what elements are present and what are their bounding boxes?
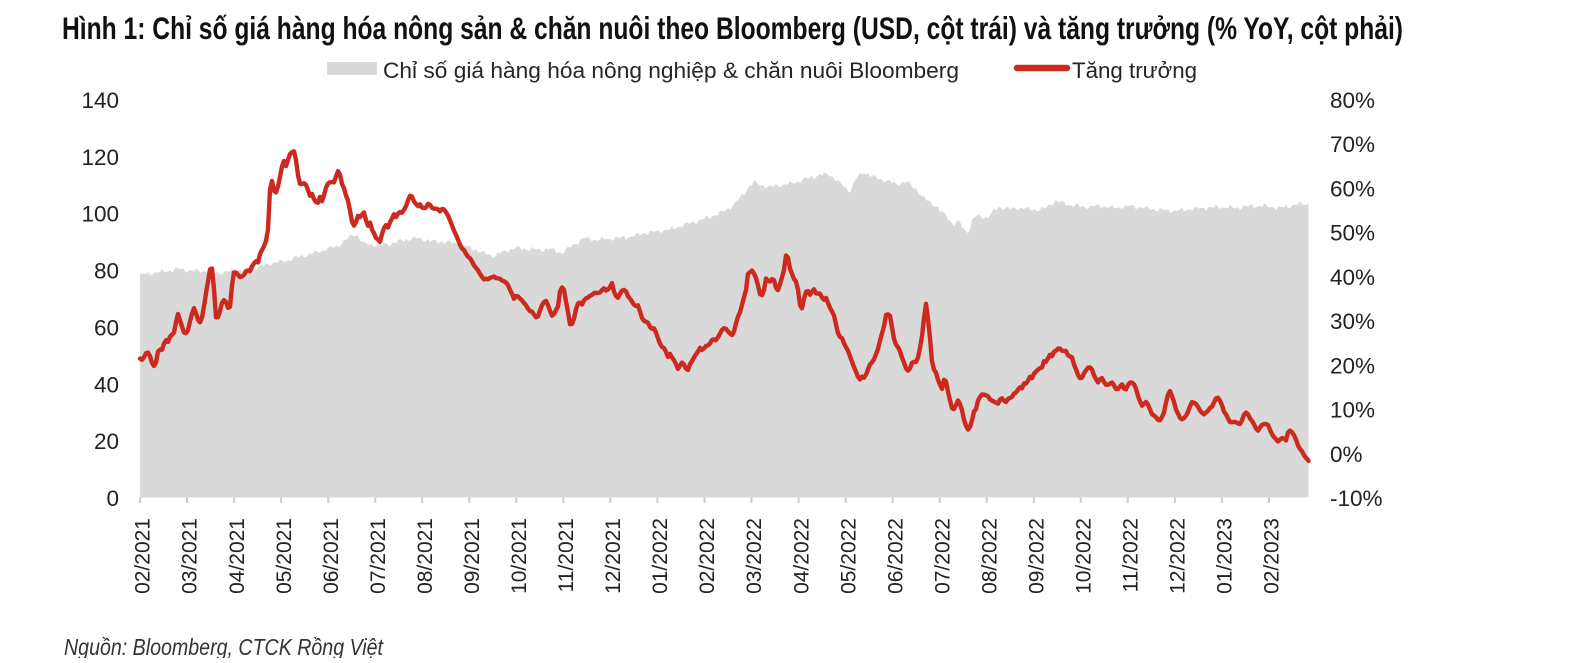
svg-text:11/2022: 11/2022	[1120, 518, 1143, 592]
svg-text:0%: 0%	[1330, 442, 1363, 467]
svg-text:05/2021: 05/2021	[273, 518, 296, 594]
svg-text:12/2021: 12/2021	[602, 518, 625, 594]
svg-text:08/2022: 08/2022	[978, 518, 1001, 594]
svg-text:Chỉ số giá hàng hóa nông nghiệ: Chỉ số giá hàng hóa nông nghiệp & chăn n…	[383, 58, 959, 83]
svg-text:10/2021: 10/2021	[508, 518, 531, 594]
svg-text:02/2022: 02/2022	[696, 518, 719, 594]
svg-text:0: 0	[106, 486, 119, 511]
svg-text:06/2022: 06/2022	[884, 518, 907, 594]
svg-text:02/2023: 02/2023	[1261, 518, 1284, 594]
svg-text:40: 40	[94, 372, 119, 397]
svg-text:12/2022: 12/2022	[1167, 518, 1190, 594]
svg-text:10/2022: 10/2022	[1073, 518, 1096, 594]
svg-text:07/2022: 07/2022	[931, 518, 954, 594]
svg-text:40%: 40%	[1330, 265, 1375, 290]
svg-text:140: 140	[81, 88, 119, 113]
svg-text:01/2022: 01/2022	[649, 518, 672, 594]
svg-text:06/2021: 06/2021	[320, 518, 343, 594]
svg-text:02/2021: 02/2021	[132, 518, 155, 594]
svg-text:03/2022: 03/2022	[743, 518, 766, 594]
svg-text:60%: 60%	[1330, 176, 1375, 201]
svg-text:04/2022: 04/2022	[790, 518, 813, 594]
svg-text:01/2023: 01/2023	[1214, 518, 1237, 594]
svg-text:100: 100	[81, 202, 119, 227]
svg-text:04/2021: 04/2021	[226, 518, 249, 594]
svg-text:10%: 10%	[1330, 398, 1375, 423]
svg-text:30%: 30%	[1330, 309, 1375, 334]
svg-text:Hình 1: Chỉ số giá hàng hóa nô: Hình 1: Chỉ số giá hàng hóa nông sản & c…	[62, 10, 1403, 46]
svg-text:-10%: -10%	[1330, 486, 1383, 511]
svg-text:Nguồn: Bloomberg, CTCK Rồng Vi: Nguồn: Bloomberg, CTCK Rồng Việt	[64, 634, 384, 658]
svg-text:07/2021: 07/2021	[367, 518, 390, 594]
svg-text:09/2021: 09/2021	[461, 518, 484, 594]
svg-text:60: 60	[94, 315, 119, 340]
svg-text:20: 20	[94, 429, 119, 454]
svg-text:20%: 20%	[1330, 353, 1375, 378]
svg-text:80%: 80%	[1330, 88, 1375, 113]
svg-text:03/2021: 03/2021	[179, 518, 202, 594]
svg-text:Tăng trưởng: Tăng trưởng	[1072, 58, 1197, 83]
svg-text:11/2021: 11/2021	[555, 518, 578, 592]
svg-text:05/2022: 05/2022	[837, 518, 860, 594]
svg-text:09/2022: 09/2022	[1026, 518, 1049, 594]
svg-text:120: 120	[81, 145, 119, 170]
svg-text:70%: 70%	[1330, 132, 1375, 157]
svg-text:08/2021: 08/2021	[414, 518, 437, 594]
svg-text:50%: 50%	[1330, 221, 1375, 246]
svg-text:80: 80	[94, 259, 119, 284]
